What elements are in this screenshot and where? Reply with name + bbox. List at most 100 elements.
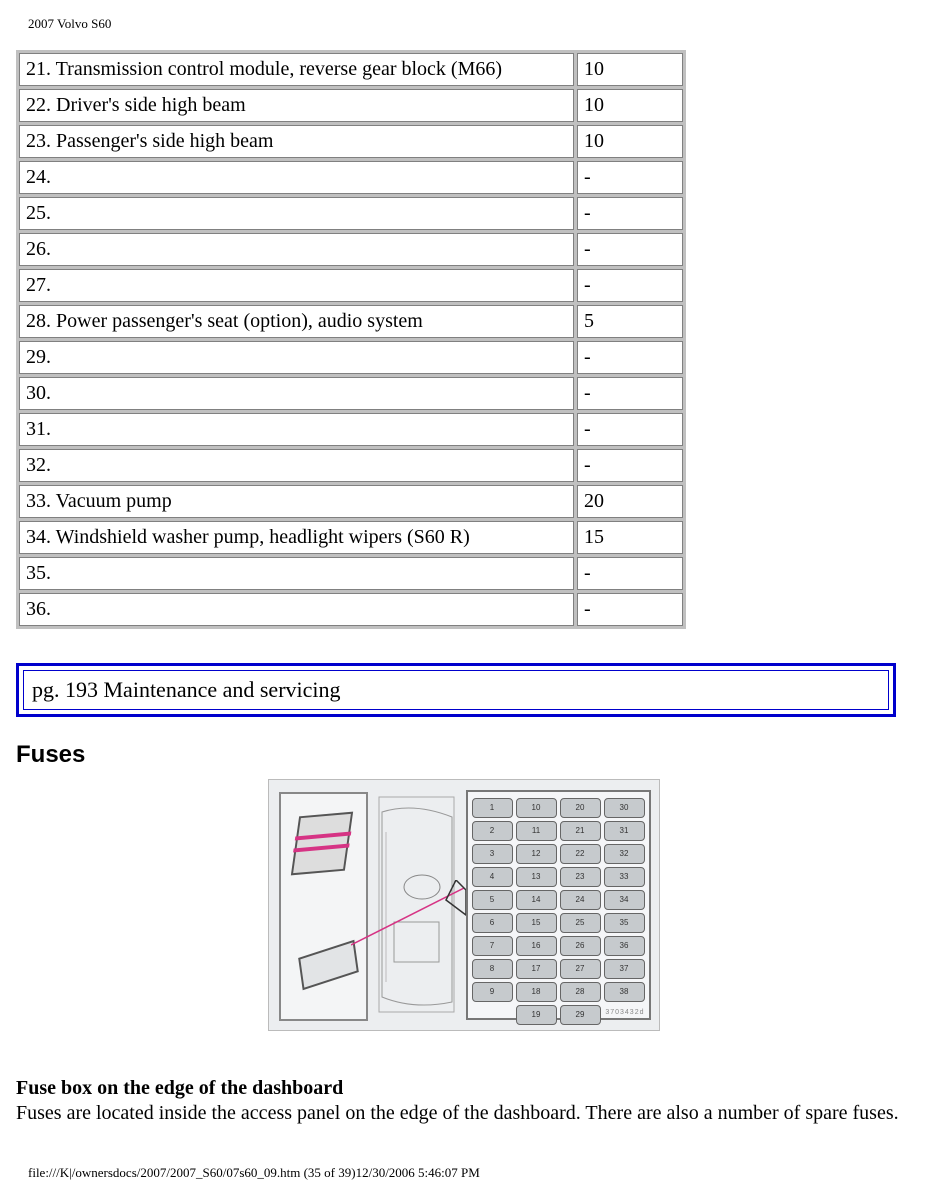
fuse-value: - — [577, 269, 683, 302]
fuse-label: 33. Vacuum pump — [19, 485, 574, 518]
table-row: 22. Driver's side high beam10 — [19, 89, 683, 122]
fuse-slot: 16 — [516, 936, 557, 956]
fuse-label: 22. Driver's side high beam — [19, 89, 574, 122]
table-row: 27.- — [19, 269, 683, 302]
fuse-slot: 2 — [472, 821, 513, 841]
fuse-slot: 1 — [472, 798, 513, 818]
fuse-slot: 14 — [516, 890, 557, 910]
table-row: 36.- — [19, 593, 683, 626]
fuse-slot: 28 — [560, 982, 601, 1002]
fuse-slot: 35 — [604, 913, 645, 933]
fuse-slot: 12 — [516, 844, 557, 864]
table-row: 28. Power passenger's seat (option), aud… — [19, 305, 683, 338]
fuse-slot: 4 — [472, 867, 513, 887]
fuse-slot: 29 — [560, 1005, 601, 1025]
fuse-box-body-text: Fuses are located inside the access pane… — [16, 1102, 906, 1125]
fuse-slot: 26 — [560, 936, 601, 956]
fuse-slot: 8 — [472, 959, 513, 979]
fuse-slot: 7 — [472, 936, 513, 956]
fuse-slot: 5 — [472, 890, 513, 910]
fuse-label: 36. — [19, 593, 574, 626]
fuse-slot: 17 — [516, 959, 557, 979]
fuse-label: 26. — [19, 233, 574, 266]
fuse-slot: 31 — [604, 821, 645, 841]
fuse-value: - — [577, 161, 683, 194]
doc-footer: file:///K|/ownersdocs/2007/2007_S60/07s6… — [28, 1165, 911, 1181]
fuse-slot: 22 — [560, 844, 601, 864]
table-row: 31.- — [19, 413, 683, 446]
table-row: 30.- — [19, 377, 683, 410]
table-row: 21. Transmission control module, reverse… — [19, 53, 683, 86]
fuse-slot: 33 — [604, 867, 645, 887]
table-row: 34. Windshield washer pump, headlight wi… — [19, 521, 683, 554]
fuse-table: 21. Transmission control module, reverse… — [16, 50, 686, 629]
fuse-slot: 10 — [516, 798, 557, 818]
fuse-value: - — [577, 233, 683, 266]
fuse-value: - — [577, 197, 683, 230]
fuse-slot: 20 — [560, 798, 601, 818]
diagram-code: 3703432d — [605, 1009, 644, 1016]
fuse-slot: 36 — [604, 936, 645, 956]
fuse-slot: 13 — [516, 867, 557, 887]
fuse-label: 35. — [19, 557, 574, 590]
fuse-slot: 38 — [604, 982, 645, 1002]
fuse-label: 31. — [19, 413, 574, 446]
fuse-slot: 25 — [560, 913, 601, 933]
fuse-label: 32. — [19, 449, 574, 482]
fuse-slot: 9 — [472, 982, 513, 1002]
fuse-panel: 1102030 2112131 3122232 4132333 5142434 61525… — [466, 790, 651, 1020]
fuse-label: 21. Transmission control module, reverse… — [19, 53, 574, 86]
table-row: 32.- — [19, 449, 683, 482]
fuse-slot: 11 — [516, 821, 557, 841]
fuse-value: - — [577, 413, 683, 446]
fuse-label: 29. — [19, 341, 574, 374]
fuse-label: 28. Power passenger's seat (option), aud… — [19, 305, 574, 338]
fuse-slot: 27 — [560, 959, 601, 979]
fuse-value: - — [577, 449, 683, 482]
fuse-slot: 18 — [516, 982, 557, 1002]
fuse-value: - — [577, 377, 683, 410]
page-banner: pg. 193 Maintenance and servicing — [16, 663, 896, 717]
fuse-value: - — [577, 593, 683, 626]
fuse-value: 10 — [577, 89, 683, 122]
fuse-label: 24. — [19, 161, 574, 194]
fuse-slot: 34 — [604, 890, 645, 910]
fuse-slot: 32 — [604, 844, 645, 864]
fuse-value: 5 — [577, 305, 683, 338]
table-row: 23. Passenger's side high beam10 — [19, 125, 683, 158]
car-interior-outline — [374, 792, 459, 1017]
table-row: 29.- — [19, 341, 683, 374]
fuse-slot: 21 — [560, 821, 601, 841]
fuse-value: 10 — [577, 125, 683, 158]
fuse-slot: 3 — [472, 844, 513, 864]
table-row: 26.- — [19, 233, 683, 266]
spare-fuse-icon — [298, 940, 359, 990]
fuse-slot: 30 — [604, 798, 645, 818]
fuse-label: 30. — [19, 377, 574, 410]
fuse-label: 34. Windshield washer pump, headlight wi… — [19, 521, 574, 554]
table-row: 25.- — [19, 197, 683, 230]
table-row: 35.- — [19, 557, 683, 590]
fuse-value: 20 — [577, 485, 683, 518]
fuse-value: 15 — [577, 521, 683, 554]
fuse-slot: 24 — [560, 890, 601, 910]
table-row: 24.- — [19, 161, 683, 194]
fuse-label: 27. — [19, 269, 574, 302]
fuse-label: 23. Passenger's side high beam — [19, 125, 574, 158]
fuse-slot: 15 — [516, 913, 557, 933]
diagram-left-pane — [279, 792, 368, 1021]
fuse-box-subheading: Fuse box on the edge of the dashboard — [16, 1077, 911, 1100]
fuse-value: - — [577, 557, 683, 590]
fuse-diagram-container: 1102030 2112131 3122232 4132333 5142434 61525… — [16, 779, 911, 1037]
fuse-slot: 6 — [472, 913, 513, 933]
fuse-slot: 37 — [604, 959, 645, 979]
fuse-label: 25. — [19, 197, 574, 230]
fuse-slot: 19 — [516, 1005, 557, 1025]
page-banner-text: pg. 193 Maintenance and servicing — [23, 670, 889, 710]
fuse-diagram: 1102030 2112131 3122232 4132333 5142434 61525… — [268, 779, 660, 1031]
fuse-value: - — [577, 341, 683, 374]
fuse-slot: 23 — [560, 867, 601, 887]
table-row: 33. Vacuum pump20 — [19, 485, 683, 518]
section-heading-fuses: Fuses — [16, 741, 911, 769]
fuse-value: 10 — [577, 53, 683, 86]
